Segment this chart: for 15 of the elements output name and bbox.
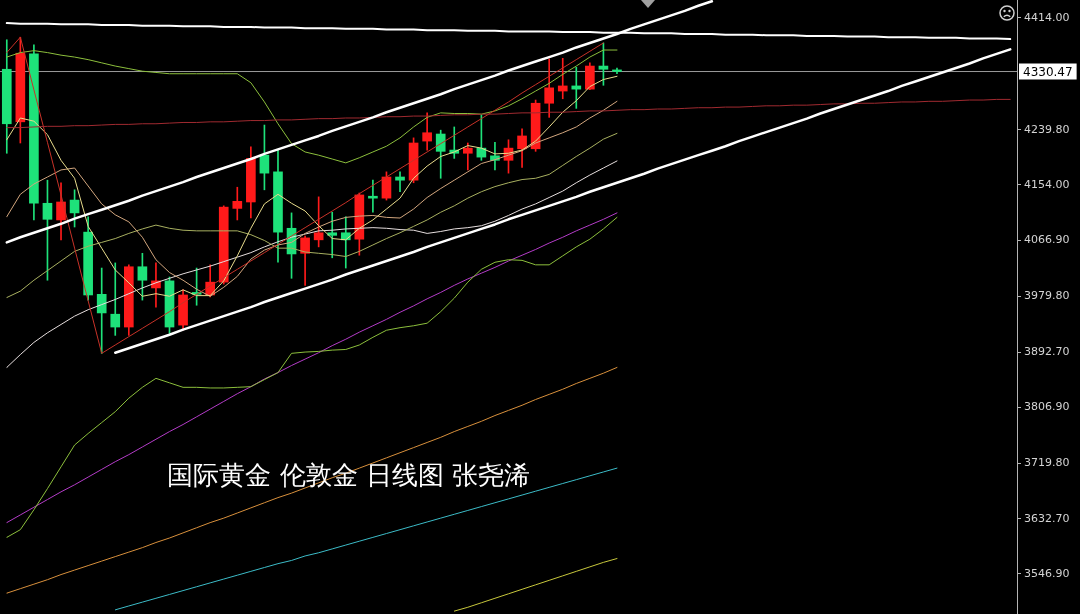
candlestick [232,186,243,221]
y-tick-label: 3806.90 [1024,400,1070,414]
y-tick-label: 4239.80 [1024,122,1070,136]
y-tick-label: 3719.80 [1024,455,1070,469]
y-tick-label: 3892.70 [1024,345,1070,359]
y-tick-label: 4414.00 [1024,10,1070,24]
y-tick-label: 3979.80 [1024,289,1070,303]
candlestick [96,267,107,354]
y-tick-label: 3632.70 [1024,511,1070,525]
candlestick [110,262,121,336]
ref-line-label: 4330.47 [1023,64,1073,79]
y-tick-label: 3546.90 [1024,566,1070,580]
candlestick [395,171,405,193]
y-tick-label: 4066.90 [1024,233,1070,247]
y-tick-label: 4154.00 [1024,177,1070,191]
